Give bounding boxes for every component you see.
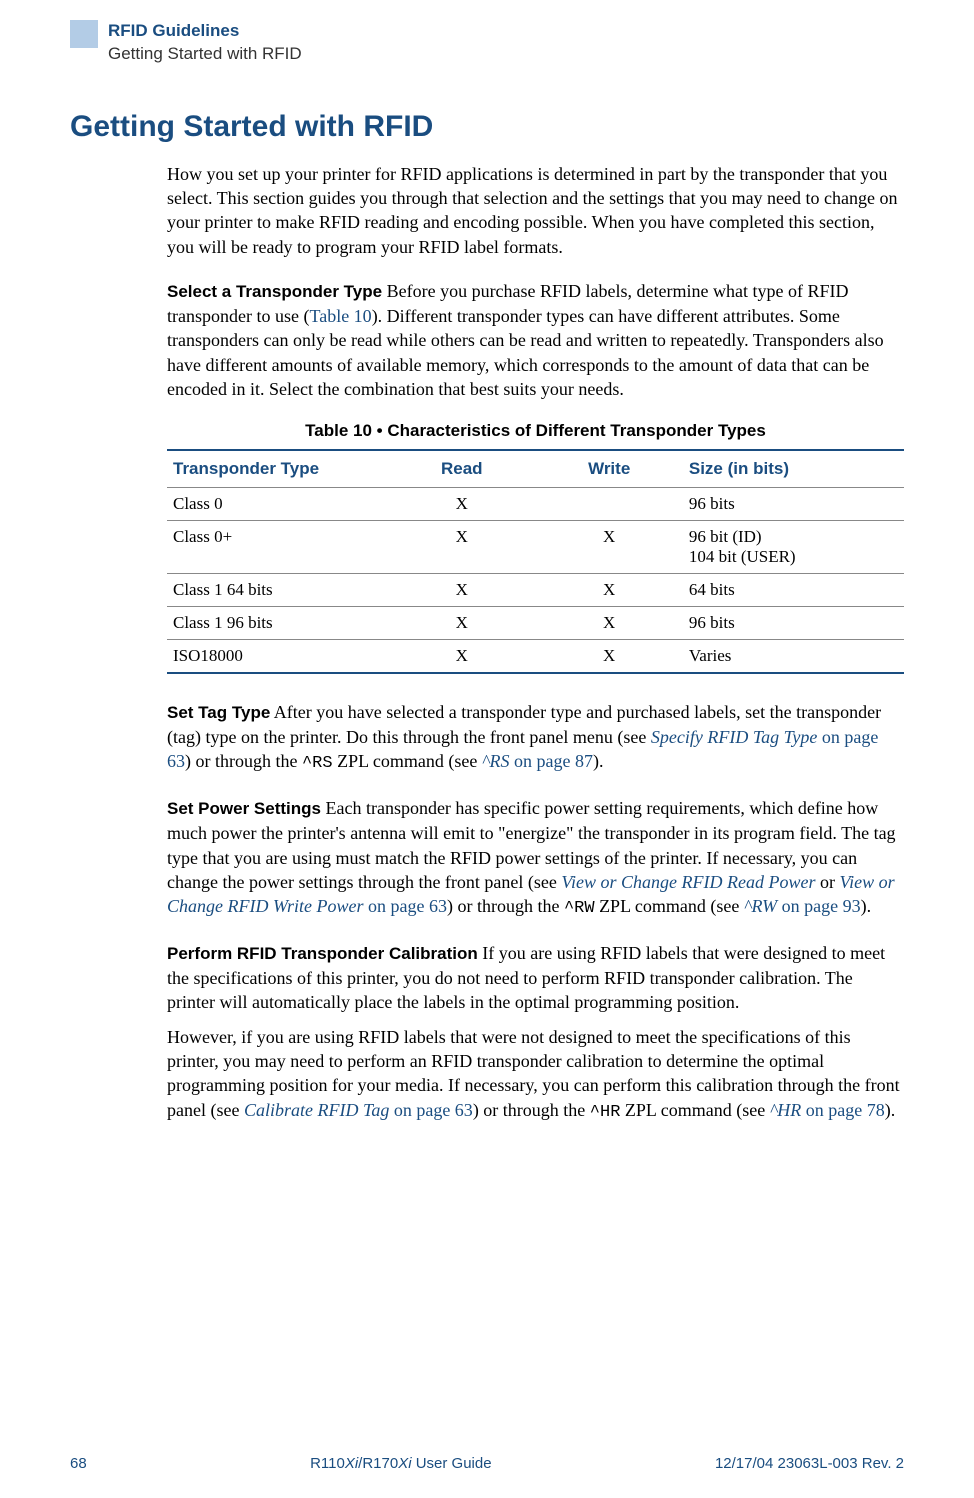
- cell-size: 96 bits: [683, 607, 904, 640]
- set-tag-type-paragraph: Set Tag Type After you have selected a t…: [167, 700, 904, 776]
- cell-write: X: [535, 574, 682, 607]
- cell-read: X: [388, 488, 535, 521]
- table-caption: Table 10 • Characteristics of Different …: [167, 421, 904, 441]
- write-power-page[interactable]: on page 63: [363, 896, 446, 916]
- calibration-paragraph-2: However, if you are using RFID labels th…: [167, 1025, 904, 1125]
- guide-prefix: R110: [310, 1455, 345, 1472]
- rs-link[interactable]: ^RS: [482, 751, 510, 771]
- cell-size: 96 bit (ID) 104 bit (USER): [683, 521, 904, 574]
- guide-xi-2: Xi: [398, 1455, 411, 1472]
- cell-size: 64 bits: [683, 574, 904, 607]
- guide-sep: /R170: [358, 1455, 398, 1472]
- set-tag-t3: ZPL command (see: [333, 751, 482, 771]
- cell-write: X: [535, 607, 682, 640]
- cell-type: Class 1 96 bits: [167, 607, 388, 640]
- cell-read: X: [388, 640, 535, 674]
- table-row: Class 0+ X X 96 bit (ID) 104 bit (USER): [167, 521, 904, 574]
- table-row: Class 0 X 96 bits: [167, 488, 904, 521]
- calibrate-tag-link[interactable]: Calibrate RFID Tag: [244, 1100, 389, 1120]
- specify-rfid-tag-link[interactable]: Specify RFID Tag Type: [651, 727, 817, 747]
- hr-link-page[interactable]: on page 78: [801, 1100, 884, 1120]
- table-10-link[interactable]: Table 10: [309, 306, 371, 326]
- calibration-paragraph-1: Perform RFID Transponder Calibration If …: [167, 941, 904, 1015]
- select-transponder-heading: Select a Transponder Type: [167, 282, 382, 301]
- rw-link-page[interactable]: on page 93: [777, 896, 860, 916]
- calibration-heading: Perform RFID Transponder Calibration: [167, 944, 478, 963]
- table-row: ISO18000 X X Varies: [167, 640, 904, 674]
- cell-type: Class 1 64 bits: [167, 574, 388, 607]
- table-row: Class 1 96 bits X X 96 bits: [167, 607, 904, 640]
- set-power-paragraph: Set Power Settings Each transponder has …: [167, 796, 904, 921]
- cell-type: ISO18000: [167, 640, 388, 674]
- cell-write: X: [535, 640, 682, 674]
- calibration-p2b: ) or through the: [473, 1100, 590, 1120]
- header-text-block: RFID Guidelines Getting Started with RFI…: [108, 20, 302, 66]
- calibrate-tag-page[interactable]: on page 63: [389, 1100, 472, 1120]
- transponder-table: Transponder Type Read Write Size (in bit…: [167, 449, 904, 674]
- cell-type: Class 0: [167, 488, 388, 521]
- table-row: Class 1 64 bits X X 64 bits: [167, 574, 904, 607]
- calibration-p2c: ZPL command (see: [620, 1100, 769, 1120]
- calibration-p2d: ).: [885, 1100, 896, 1120]
- col-size: Size (in bits): [683, 450, 904, 488]
- header-color-block: [70, 20, 98, 48]
- cell-read: X: [388, 574, 535, 607]
- set-power-t5: ).: [861, 896, 872, 916]
- page-container: RFID Guidelines Getting Started with RFI…: [0, 0, 974, 1498]
- col-read: Read: [388, 450, 535, 488]
- col-type: Transponder Type: [167, 450, 388, 488]
- page-footer: 68 R110Xi/R170Xi User Guide 12/17/04 230…: [70, 1455, 904, 1472]
- table-header-row: Transponder Type Read Write Size (in bit…: [167, 450, 904, 488]
- set-tag-heading: Set Tag Type: [167, 703, 270, 722]
- cell-write: [535, 488, 682, 521]
- cell-read: X: [388, 607, 535, 640]
- rw-link[interactable]: ^RW: [744, 896, 777, 916]
- cell-size: Varies: [683, 640, 904, 674]
- set-tag-t2: ) or through the: [185, 751, 302, 771]
- read-power-link[interactable]: View or Change RFID Read Power: [561, 872, 815, 892]
- rs-link-page[interactable]: on page 87: [509, 751, 592, 771]
- section-heading: Getting Started with RFID: [70, 110, 904, 144]
- header-subtitle: Getting Started with RFID: [108, 43, 302, 66]
- running-header: RFID Guidelines Getting Started with RFI…: [70, 20, 904, 66]
- set-tag-t4: ).: [593, 751, 604, 771]
- rw-command-code: ^RW: [564, 899, 595, 918]
- footer-guide: R110Xi/R170Xi User Guide: [310, 1455, 492, 1472]
- cell-size: 96 bits: [683, 488, 904, 521]
- intro-paragraph: How you set up your printer for RFID app…: [167, 162, 904, 259]
- guide-xi-1: Xi: [345, 1455, 358, 1472]
- footer-date-rev: 12/17/04 23063L-003 Rev. 2: [715, 1455, 904, 1472]
- set-power-t4: ZPL command (see: [595, 896, 744, 916]
- col-write: Write: [535, 450, 682, 488]
- header-title: RFID Guidelines: [108, 20, 302, 43]
- set-power-heading: Set Power Settings: [167, 799, 321, 818]
- guide-suffix: User Guide: [412, 1455, 492, 1472]
- set-power-t3: ) or through the: [447, 896, 564, 916]
- set-power-t2: or: [816, 872, 840, 892]
- select-transponder-paragraph: Select a Transponder Type Before you pur…: [167, 279, 904, 401]
- hr-command-code: ^HR: [590, 1103, 621, 1122]
- rs-command-code: ^RS: [302, 754, 333, 773]
- page-number: 68: [70, 1455, 87, 1472]
- cell-read: X: [388, 521, 535, 574]
- body-content: How you set up your printer for RFID app…: [167, 162, 904, 1125]
- cell-type: Class 0+: [167, 521, 388, 574]
- hr-link[interactable]: ^HR: [770, 1100, 802, 1120]
- cell-write: X: [535, 521, 682, 574]
